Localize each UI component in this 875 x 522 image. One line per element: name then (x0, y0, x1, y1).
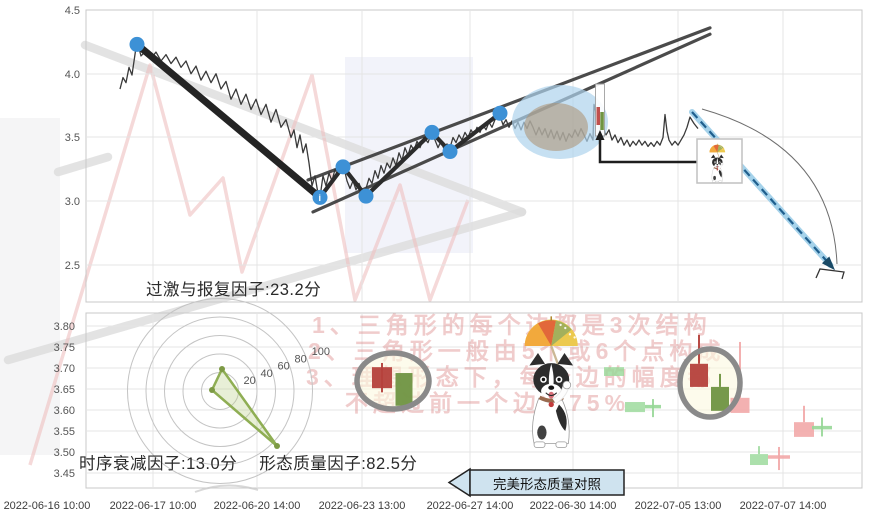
radar-ring-label: 100 (312, 346, 330, 358)
candle-body (372, 367, 392, 389)
candle-body (750, 454, 768, 466)
candle-body (794, 422, 814, 437)
projection-arrowhead (821, 256, 836, 271)
candle-body (711, 386, 729, 411)
left-margin-strip (0, 118, 60, 455)
radar-ring (164, 335, 276, 447)
plot-border (85, 9, 863, 303)
gray-arc-watermark (194, 484, 259, 493)
radar-vertex-dot (274, 443, 280, 449)
radar-polygon (210, 367, 279, 448)
bottom-factor-labels: 时序衰减因子:13.0分 形态质量因子:82.5分 (79, 450, 417, 474)
target-bracket (815, 268, 845, 280)
x-axis-date-label: 2022-06-30 14:00 (530, 500, 617, 512)
perfect-pattern-compare-label: 完美形态质量对照 (493, 477, 601, 492)
dog-mascot (524, 316, 578, 448)
radar-ring-label: 80 (295, 353, 307, 365)
candle-ytick: 3.50 (54, 447, 75, 459)
candle-ytick: 3.80 (54, 321, 75, 333)
radar-ring (182, 353, 258, 429)
projection-arrow-dashes (691, 111, 830, 265)
mini-candle (596, 107, 600, 125)
pivot-dot (442, 144, 458, 160)
pivot-dot (335, 159, 351, 175)
tan-highlight-ellipse (524, 103, 588, 151)
x-axis-date-label: 2022-06-27 14:00 (427, 500, 514, 512)
watermark-text-line: 1、三角形的每个边都是3次结构 (312, 312, 712, 338)
candle-ytick: 3.70 (54, 363, 75, 375)
candle-body (690, 363, 708, 387)
time-decay-factor-label: 时序衰减因子:13.0分 (79, 455, 238, 473)
candle-body (604, 367, 624, 376)
pivot-dot (424, 124, 440, 140)
price-ytick: 4.5 (65, 5, 80, 17)
x-axis-date-label: 2022-06-23 13:00 (319, 500, 406, 512)
projection-arc (701, 108, 838, 265)
radar-ring-label: 20 (243, 375, 255, 387)
pivot-dot (129, 36, 145, 52)
pivot-info-mark: i (319, 193, 322, 203)
x-axis-date-label: 2022-06-16 10:00 (4, 500, 91, 512)
mini-candle (600, 112, 604, 130)
candle-highlight-ring (677, 346, 743, 420)
overshoot-factor-label: 过激与报复因子:23.2分 (146, 281, 322, 299)
radar-ring (127, 298, 313, 484)
candle-ytick: 3.45 (54, 468, 75, 480)
candle-ytick: 3.75 (54, 342, 75, 354)
candle-ytick: 3.65 (54, 384, 75, 396)
candle-ytick: 3.55 (54, 426, 75, 438)
elbow-arrowhead (595, 130, 605, 140)
x-axis-date-label: 2022-07-07 14:00 (740, 500, 827, 512)
radar-vertex-dot (209, 387, 215, 393)
price-ytick: 4.0 (65, 69, 80, 81)
elbow-annotation (598, 133, 697, 164)
pivot-dot (492, 105, 508, 121)
pivot-dot (312, 189, 328, 205)
x-axis-date-label: 2022-07-05 13:00 (635, 500, 722, 512)
radar-vertex-dot (219, 366, 225, 372)
gray-zigzag-watermark (53, 152, 113, 177)
price-ytick: 3.5 (65, 132, 80, 144)
candle-body (625, 402, 645, 413)
price-ytick: 2.5 (65, 260, 80, 272)
pink-zigzag-watermark (28, 63, 470, 466)
compare-box (469, 469, 625, 496)
radar-ring (145, 316, 295, 466)
dog-mascot (709, 143, 726, 183)
x-axis-date-label: 2022-06-17 10:00 (110, 500, 197, 512)
x-axis-date-label: 2022-06-20 14:00 (214, 500, 301, 512)
radar-ring-label: 60 (278, 361, 290, 373)
candle-ytick: 3.60 (54, 405, 75, 417)
gray-zigzag-watermark (80, 40, 527, 217)
candle-highlight-ring (354, 350, 432, 412)
radar-ring-label: 40 (261, 368, 273, 380)
quality-factor-label: 形态质量因子:82.5分 (259, 455, 418, 473)
pivot-dot (358, 188, 374, 204)
candle-body (395, 373, 413, 406)
price-ytick: 3.0 (65, 196, 80, 208)
gray-zigzag-watermark (3, 207, 527, 365)
channel-line (306, 26, 712, 182)
impulse-line (133, 40, 324, 201)
